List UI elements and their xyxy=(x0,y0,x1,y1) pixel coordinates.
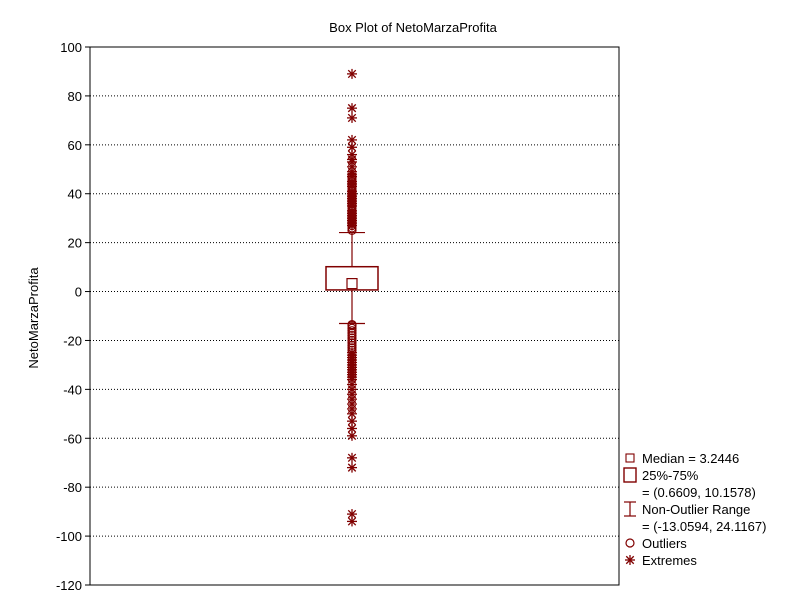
legend-label-detail: = (0.6609, 10.1578) xyxy=(642,485,756,500)
legend-label: Non-Outlier Range xyxy=(642,502,750,517)
extreme-point xyxy=(347,516,357,527)
legend-extreme-icon xyxy=(625,555,635,565)
outlier-point xyxy=(347,338,357,348)
outlier-point xyxy=(347,323,357,333)
extreme-point xyxy=(347,462,357,473)
outlier-point xyxy=(347,328,357,338)
outlier-point xyxy=(347,330,357,341)
extreme-point xyxy=(347,134,357,145)
y-tick-label: 60 xyxy=(68,138,82,153)
extreme-point xyxy=(347,220,357,231)
y-tick-label: -100 xyxy=(56,529,82,544)
y-tick-label: -120 xyxy=(56,578,82,593)
y-tick-label: -60 xyxy=(63,431,82,446)
extreme-point xyxy=(347,103,357,114)
legend: Median = 3.2446 25%-75% = (0.6609, 10.1578… xyxy=(623,451,766,568)
extreme-point xyxy=(347,68,357,79)
y-tick-label: 20 xyxy=(68,236,82,251)
legend-label: Outliers xyxy=(642,536,687,551)
y-axis-ticks: 100 80 60 40 20 0 -20 -40 -60 -80 -100 -120 xyxy=(56,40,90,593)
outlier-point xyxy=(347,326,357,336)
extreme-point xyxy=(347,112,357,123)
y-tick-label: 100 xyxy=(60,40,82,55)
legend-label: 25%-75% xyxy=(642,468,699,483)
y-tick-label: 40 xyxy=(68,187,82,202)
y-tick-label: -20 xyxy=(63,333,82,348)
legend-box-icon xyxy=(623,467,637,483)
legend-median-icon xyxy=(625,453,635,463)
legend-label-detail: = (-13.0594, 24.1167) xyxy=(642,519,766,534)
y-tick-label: -80 xyxy=(63,480,82,495)
y-axis-label: NetoMarzaProfita xyxy=(26,267,41,369)
box-element xyxy=(325,231,379,325)
data-points xyxy=(347,68,357,527)
y-tick-label: -40 xyxy=(63,382,82,397)
chart-title: Box Plot of NetoMarzaProfita xyxy=(329,20,497,35)
legend-whisker-icon xyxy=(624,501,636,517)
y-tick-label: 80 xyxy=(68,89,82,104)
legend-label: Median = 3.2446 xyxy=(642,451,739,466)
extreme-point xyxy=(347,430,357,441)
outlier-point xyxy=(347,335,357,346)
y-tick-label: 0 xyxy=(75,285,82,300)
legend-outlier-icon xyxy=(625,538,635,548)
outlier-point xyxy=(347,333,357,343)
median-marker xyxy=(346,278,358,290)
legend-label: Extremes xyxy=(642,553,697,568)
extreme-point xyxy=(347,452,357,463)
plot-frame xyxy=(89,46,620,586)
